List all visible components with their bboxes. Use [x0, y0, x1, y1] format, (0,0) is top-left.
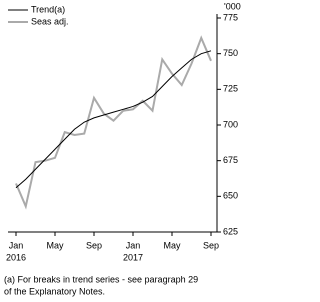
footnote: (a) For breaks in trend series - see par… [4, 274, 198, 284]
series-line [15, 35, 212, 210]
y-tick-label: 725 [223, 84, 238, 94]
y-tick-label: 625 [223, 226, 238, 236]
x-year-label: 2017 [123, 252, 143, 262]
x-tick-label: Jan [126, 240, 141, 250]
unit-label: '000 [224, 1, 241, 11]
footnote: of the Explanatory Notes. [4, 286, 105, 296]
x-tick-label: May [46, 240, 64, 250]
series-line [15, 50, 212, 189]
x-year-label: 2016 [6, 252, 26, 262]
x-tick-label: Sep [86, 240, 102, 250]
chart: '000 (a) For breaks in trend series - se… [4, 1, 241, 296]
y-tick-label: 775 [223, 12, 238, 22]
legend-label: Seas adj. [31, 16, 69, 26]
x-tick-label: May [163, 240, 181, 250]
y-tick-label: 650 [223, 191, 238, 201]
y-tick-label: 675 [223, 155, 238, 165]
x-tick-label: Sep [203, 240, 219, 250]
legend-label: Trend(a) [31, 4, 65, 14]
y-tick-label: 700 [223, 119, 238, 129]
y-tick-label: 750 [223, 48, 238, 58]
x-tick-label: Jan [9, 240, 24, 250]
